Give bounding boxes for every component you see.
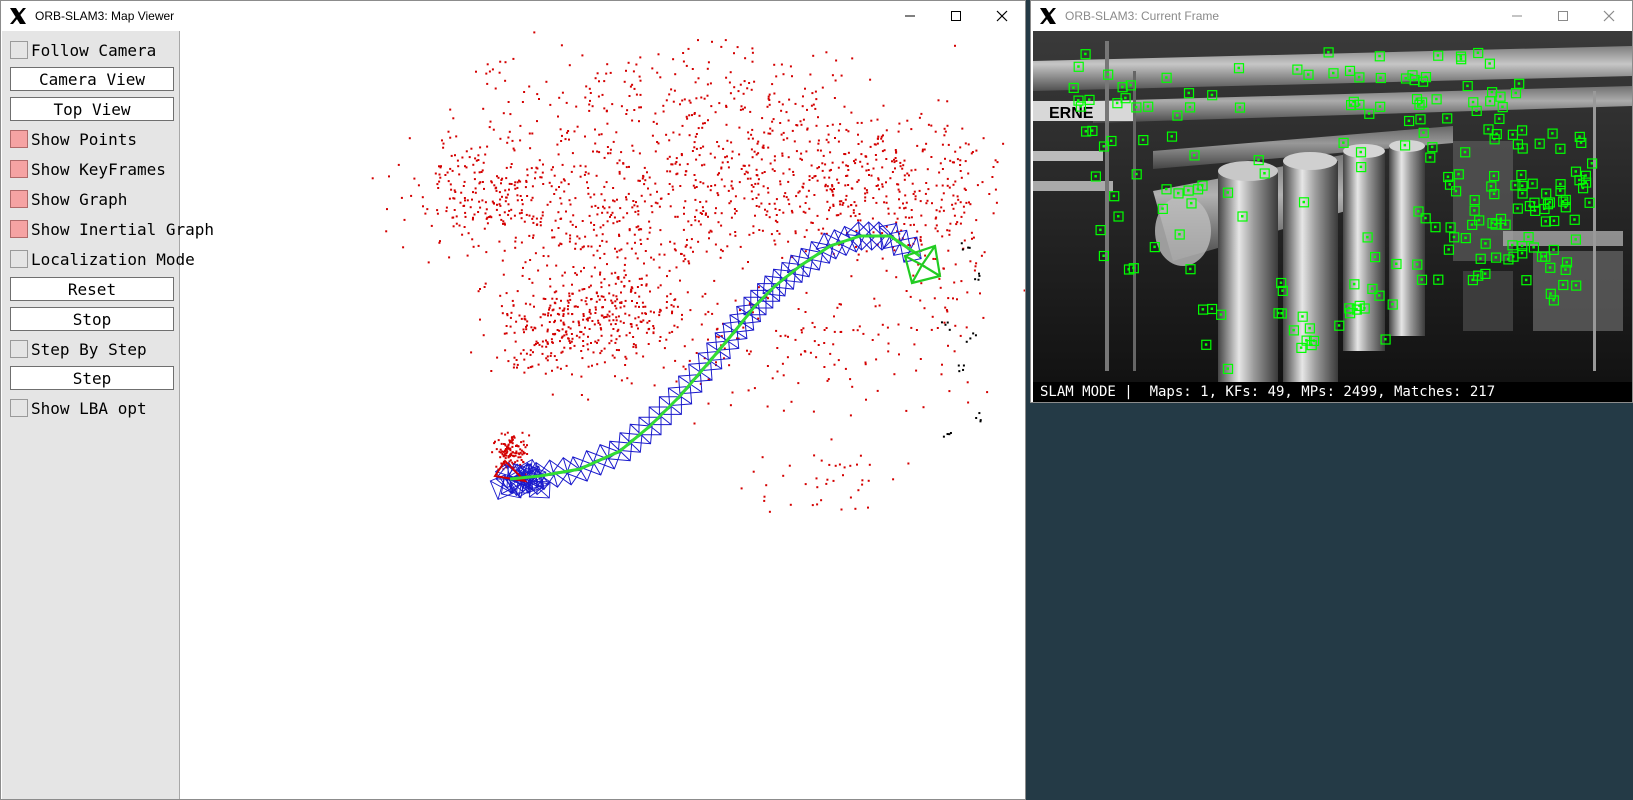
follow-camera-checkbox[interactable]: Follow Camera	[10, 39, 156, 61]
map-3d-view[interactable]	[180, 31, 1025, 799]
checkbox-box[interactable]	[10, 399, 28, 417]
checkbox-box[interactable]	[10, 250, 28, 268]
sign-text: ERNE	[1049, 105, 1094, 122]
checkbox-box[interactable]	[10, 220, 28, 238]
x11-logo-icon	[10, 7, 26, 24]
checkbox-label: Follow Camera	[31, 40, 157, 60]
tracked-feature-markers	[1068, 47, 1598, 374]
top-view-button[interactable]: Top View	[10, 97, 174, 121]
show-inertial-graph-checkbox[interactable]: Show Inertial Graph	[10, 218, 214, 240]
checkbox-label: Localization Mode	[31, 249, 195, 269]
checkbox-label: Show LBA opt	[31, 398, 147, 418]
show-graph-checkbox[interactable]: Show Graph	[10, 188, 127, 210]
show-lba-opt-checkbox[interactable]: Show LBA opt	[10, 397, 147, 419]
current-frame-titlebar[interactable]: ORB-SLAM3: Current Frame	[1031, 1, 1632, 30]
tracking-status-bar: SLAM MODE | Maps: 1, KFs: 49, MPs: 2499,…	[1033, 382, 1632, 402]
checkbox-box[interactable]	[10, 190, 28, 208]
minimize-button[interactable]	[887, 1, 933, 30]
window-title: ORB-SLAM3: Map Viewer	[35, 8, 175, 23]
close-button[interactable]	[979, 1, 1025, 30]
keyframe-trajectory	[489, 221, 922, 500]
current-frame-window[interactable]: ORB-SLAM3: Current Frame	[1030, 0, 1633, 403]
close-button[interactable]	[1586, 1, 1632, 30]
local-map-points	[940, 242, 982, 438]
window-title: ORB-SLAM3: Current Frame	[1065, 8, 1220, 23]
reset-button[interactable]: Reset	[10, 277, 174, 301]
checkbox-box[interactable]	[10, 130, 28, 148]
checkbox-label: Show Points	[31, 129, 137, 149]
x11-logo-icon	[1040, 7, 1056, 24]
camera-image: ERNE	[1033, 31, 1632, 382]
close-icon	[1603, 10, 1615, 21]
minimize-icon	[905, 15, 915, 16]
checkbox-label: Show KeyFrames	[31, 159, 166, 179]
camera-view-button[interactable]: Camera View	[10, 67, 174, 91]
show-points-checkbox[interactable]: Show Points	[10, 128, 137, 150]
current-camera-pose	[903, 244, 942, 285]
maximize-icon	[951, 10, 961, 21]
checkbox-box[interactable]	[10, 340, 28, 358]
minimize-button[interactable]	[1494, 1, 1540, 30]
control-panel: Follow Camera Camera View Top View Show …	[2, 31, 214, 799]
checkbox-box[interactable]	[10, 41, 28, 59]
show-keyframes-checkbox[interactable]: Show KeyFrames	[10, 158, 166, 180]
map-viewer-titlebar[interactable]: ORB-SLAM3: Map Viewer	[1, 1, 1025, 30]
localization-mode-checkbox[interactable]: Localization Mode	[10, 248, 195, 270]
step-by-step-checkbox[interactable]: Step By Step	[10, 338, 147, 360]
covisibility-graph	[509, 234, 921, 481]
maximize-button[interactable]	[1540, 1, 1586, 30]
checkbox-label: Show Inertial Graph	[31, 219, 215, 239]
minimize-icon	[1512, 15, 1522, 16]
camera-frame: ERNE SLAM MODE | Maps: 1, KFs	[1033, 31, 1632, 402]
step-button[interactable]: Step	[10, 366, 174, 390]
map-points	[371, 31, 1025, 513]
map-viewer-window[interactable]: ORB-SLAM3: Map Viewer Follow Camera Came…	[0, 0, 1026, 800]
checkbox-box[interactable]	[10, 160, 28, 178]
maximize-button[interactable]	[933, 1, 979, 30]
maximize-icon	[1558, 10, 1568, 21]
stop-button[interactable]: Stop	[10, 307, 174, 331]
checkbox-label: Show Graph	[31, 189, 128, 209]
close-icon	[996, 10, 1008, 21]
checkbox-label: Step By Step	[31, 339, 147, 359]
